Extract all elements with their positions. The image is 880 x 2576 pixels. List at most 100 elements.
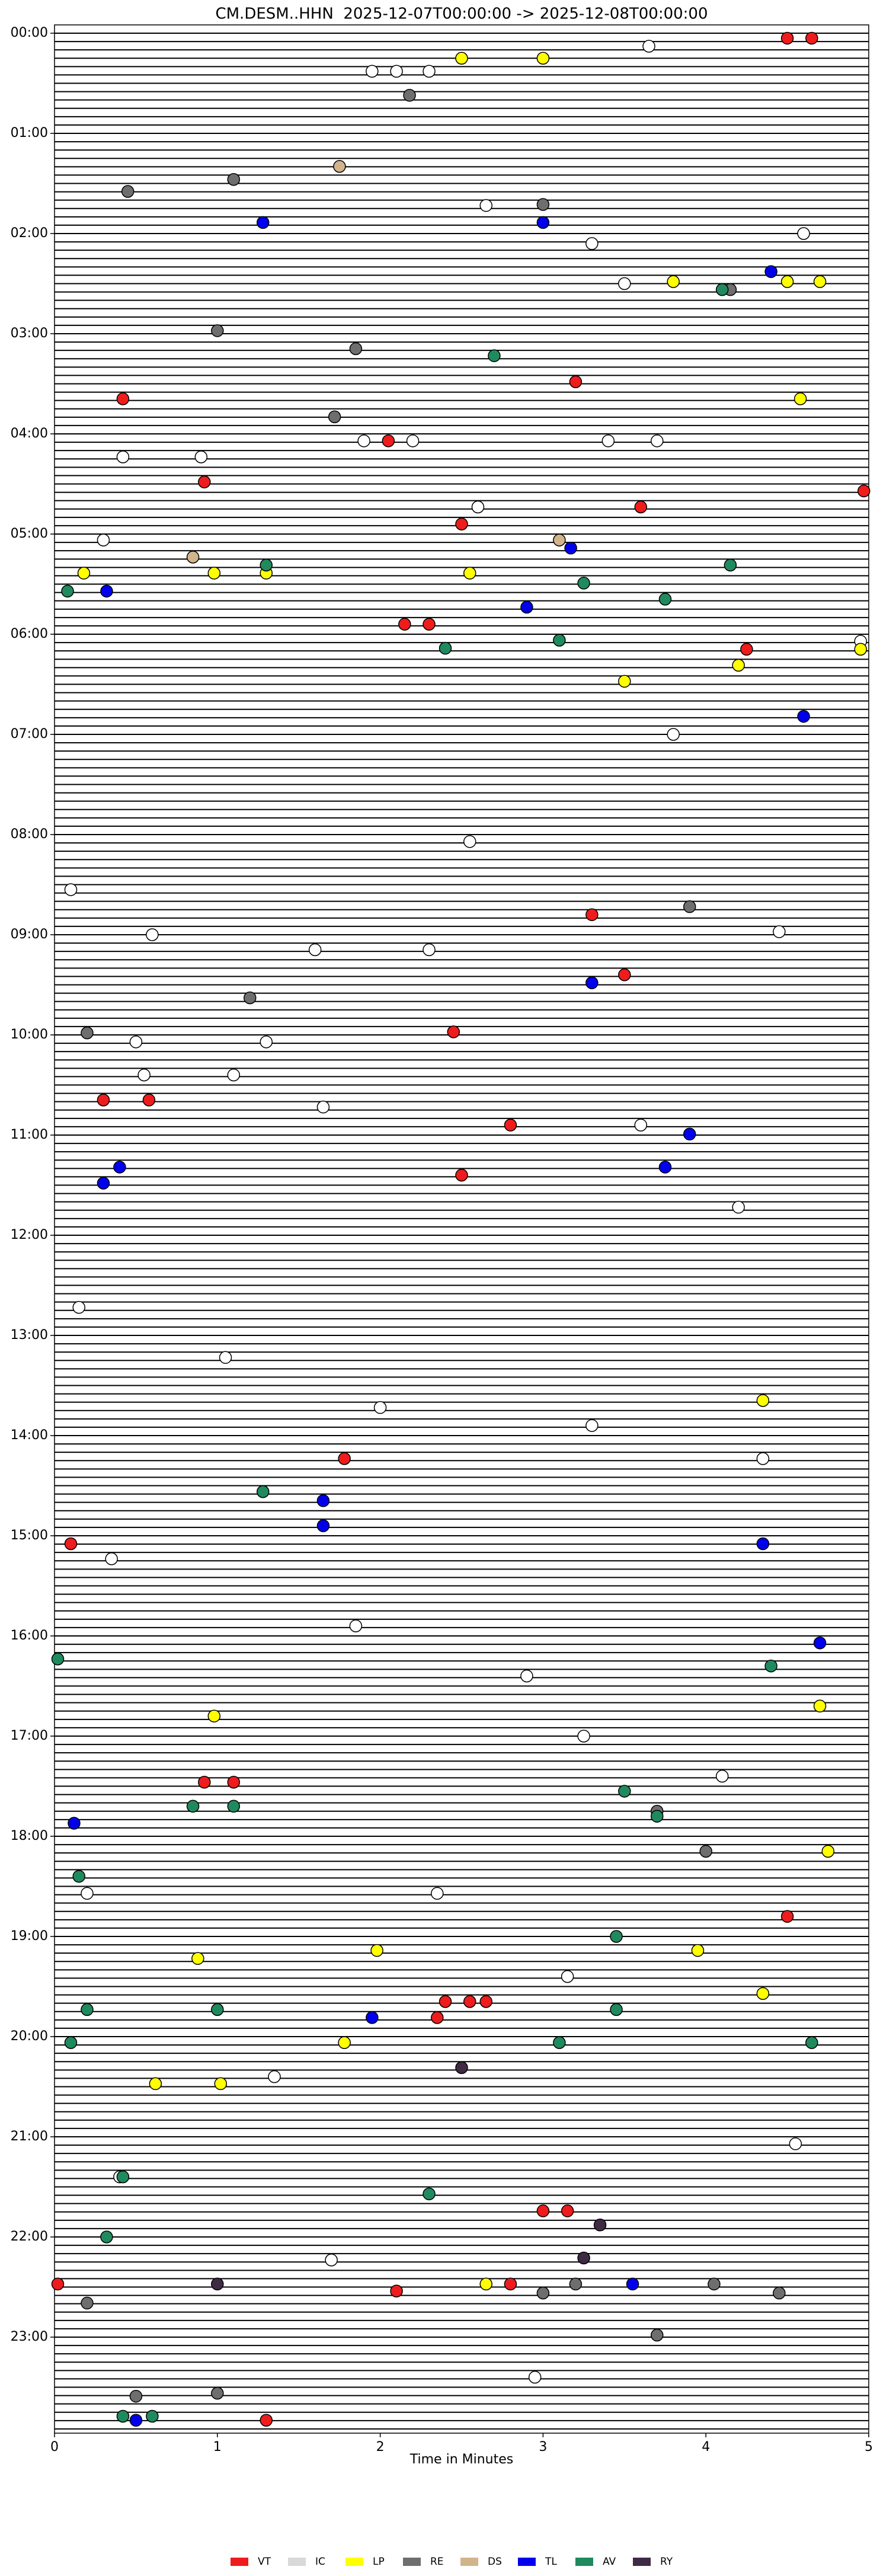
event-marker xyxy=(488,349,501,362)
event-marker xyxy=(370,1944,383,1957)
event-marker xyxy=(423,618,436,631)
chart-title: CM.DESM..HHN 2025-12-07T00:00:00 -> 2025… xyxy=(215,5,708,23)
event-marker xyxy=(715,283,729,296)
event-marker xyxy=(423,65,436,78)
event-marker xyxy=(64,1537,78,1551)
event-marker xyxy=(325,2254,338,2267)
event-marker xyxy=(577,2251,590,2265)
event-marker xyxy=(244,991,257,1005)
y-tick-label: 20:00 xyxy=(11,2029,48,2044)
legend-swatch xyxy=(345,2558,363,2566)
event-marker xyxy=(756,1394,770,1407)
event-marker xyxy=(116,392,130,405)
event-marker xyxy=(105,1552,118,1565)
event-marker xyxy=(618,1785,631,1798)
event-marker xyxy=(403,89,416,102)
y-tick-label: 05:00 xyxy=(11,526,48,541)
event-marker xyxy=(316,1100,330,1114)
event-marker xyxy=(569,2277,583,2291)
y-tick-label: 23:00 xyxy=(11,2329,48,2344)
legend-swatch xyxy=(288,2558,306,2566)
event-marker xyxy=(479,1995,492,2008)
event-marker xyxy=(406,434,420,448)
event-marker xyxy=(610,1930,623,1943)
event-marker xyxy=(651,434,664,448)
event-marker xyxy=(146,2409,159,2423)
event-marker xyxy=(357,434,370,448)
event-marker xyxy=(634,500,648,514)
event-marker xyxy=(100,2230,113,2243)
event-marker xyxy=(651,1810,664,1823)
event-marker xyxy=(121,185,135,198)
event-marker xyxy=(667,275,680,288)
legend-swatch xyxy=(403,2558,421,2566)
event-marker xyxy=(536,198,550,211)
event-marker xyxy=(211,2277,224,2291)
event-marker xyxy=(64,883,78,896)
event-marker xyxy=(699,1845,712,1858)
event-marker xyxy=(857,484,871,498)
y-tick-label: 07:00 xyxy=(11,727,48,742)
event-marker xyxy=(211,2386,224,2400)
x-tick-label: 3 xyxy=(539,2440,547,2454)
event-marker xyxy=(569,375,583,388)
legend-swatch xyxy=(460,2558,478,2566)
event-marker xyxy=(813,1637,827,1650)
event-marker xyxy=(463,567,476,580)
event-marker xyxy=(463,1995,476,2008)
event-marker xyxy=(97,533,110,546)
y-tick-label: 13:00 xyxy=(11,1328,48,1343)
event-marker xyxy=(256,216,270,229)
event-marker xyxy=(764,265,777,278)
y-tick-label: 01:00 xyxy=(11,126,48,140)
event-marker xyxy=(113,1161,126,1174)
event-marker xyxy=(77,567,91,580)
event-marker xyxy=(593,2218,607,2232)
event-marker xyxy=(439,641,452,655)
event-marker xyxy=(227,172,241,186)
event-marker xyxy=(626,2277,639,2291)
event-marker xyxy=(81,1887,94,1900)
event-marker xyxy=(142,1094,156,1107)
event-marker xyxy=(260,1035,273,1049)
legend-label: AV xyxy=(603,2556,616,2568)
event-marker xyxy=(68,1817,81,1830)
event-marker xyxy=(479,199,492,212)
x-tick-label: 0 xyxy=(50,2440,59,2454)
event-marker xyxy=(740,643,753,656)
event-marker xyxy=(149,2077,162,2091)
event-marker xyxy=(455,1168,468,1182)
event-marker xyxy=(577,1730,590,1743)
y-tick-label: 17:00 xyxy=(11,1728,48,1743)
event-marker xyxy=(536,2204,550,2217)
event-marker xyxy=(564,541,577,555)
event-marker xyxy=(373,1401,387,1414)
event-marker xyxy=(390,65,403,78)
event-marker xyxy=(366,65,379,78)
event-marker xyxy=(207,1709,221,1722)
event-marker xyxy=(398,618,411,631)
event-marker xyxy=(813,1699,827,1713)
event-marker xyxy=(585,237,599,250)
event-marker xyxy=(813,275,827,288)
event-marker xyxy=(338,2036,351,2049)
event-marker xyxy=(455,517,468,530)
event-marker xyxy=(316,1494,330,1507)
y-tick-label: 21:00 xyxy=(11,2129,48,2144)
event-marker xyxy=(198,475,211,488)
legend-label: DS xyxy=(488,2556,502,2568)
event-marker xyxy=(227,1068,241,1082)
y-tick-label: 10:00 xyxy=(11,1027,48,1042)
event-marker xyxy=(61,584,74,598)
event-marker xyxy=(789,2137,802,2150)
event-marker xyxy=(439,1995,452,2008)
event-marker xyxy=(667,728,680,741)
event-marker xyxy=(634,1118,648,1132)
event-marker xyxy=(780,275,794,288)
event-marker xyxy=(683,1127,696,1141)
event-marker xyxy=(316,1519,330,1532)
event-marker xyxy=(81,1026,94,1040)
event-marker xyxy=(308,943,322,957)
event-marker xyxy=(256,1485,270,1498)
event-marker xyxy=(431,1887,444,1900)
